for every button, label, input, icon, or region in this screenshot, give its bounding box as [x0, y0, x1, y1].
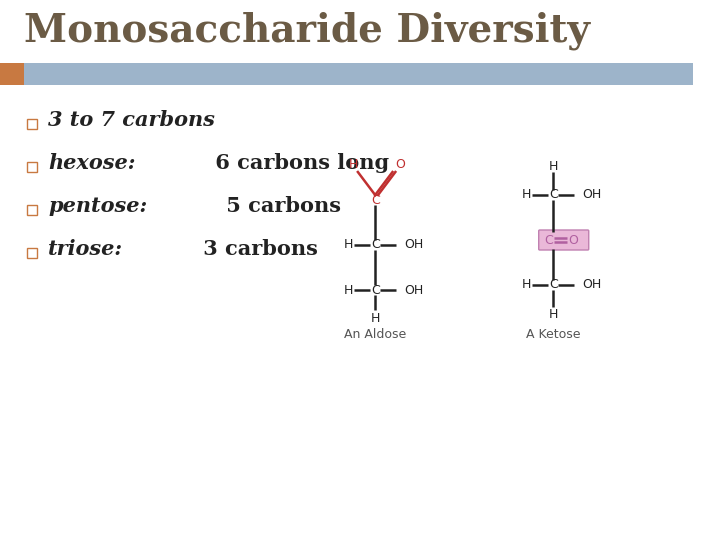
Text: C: C: [371, 284, 379, 296]
Text: H: H: [343, 284, 353, 296]
Text: C: C: [549, 188, 557, 201]
Bar: [24, 63, 693, 85]
FancyBboxPatch shape: [539, 230, 589, 250]
Text: H: H: [371, 312, 380, 325]
Text: O: O: [568, 233, 578, 246]
Text: 6 carbons long: 6 carbons long: [208, 153, 389, 173]
Bar: [27, 119, 37, 129]
Text: H: H: [348, 159, 358, 172]
Text: pentose:: pentose:: [48, 196, 148, 216]
Bar: [27, 248, 37, 258]
Text: 3 carbons: 3 carbons: [196, 239, 318, 259]
Text: 5 carbons: 5 carbons: [220, 196, 341, 216]
Text: A Ketose: A Ketose: [526, 328, 580, 341]
Text: C: C: [544, 233, 553, 246]
Text: C: C: [549, 279, 557, 292]
Text: Monosaccharide Diversity: Monosaccharide Diversity: [24, 11, 590, 50]
Text: OH: OH: [404, 239, 423, 252]
Text: OH: OH: [582, 279, 601, 292]
Text: C: C: [371, 239, 379, 252]
Text: hexose:: hexose:: [48, 153, 135, 173]
Bar: [0, 63, 24, 85]
Text: triose:: triose:: [48, 239, 123, 259]
Text: C: C: [371, 193, 379, 206]
Text: 3 to 7 carbons: 3 to 7 carbons: [48, 110, 215, 130]
Text: OH: OH: [582, 188, 601, 201]
Text: An Aldose: An Aldose: [344, 328, 406, 341]
Bar: [27, 162, 37, 172]
Text: H: H: [521, 188, 531, 201]
Text: O: O: [395, 159, 405, 172]
Text: H: H: [343, 239, 353, 252]
Text: H: H: [549, 159, 558, 172]
Text: H: H: [549, 308, 558, 321]
Text: OH: OH: [404, 284, 423, 296]
Bar: [27, 205, 37, 215]
Text: H: H: [521, 279, 531, 292]
